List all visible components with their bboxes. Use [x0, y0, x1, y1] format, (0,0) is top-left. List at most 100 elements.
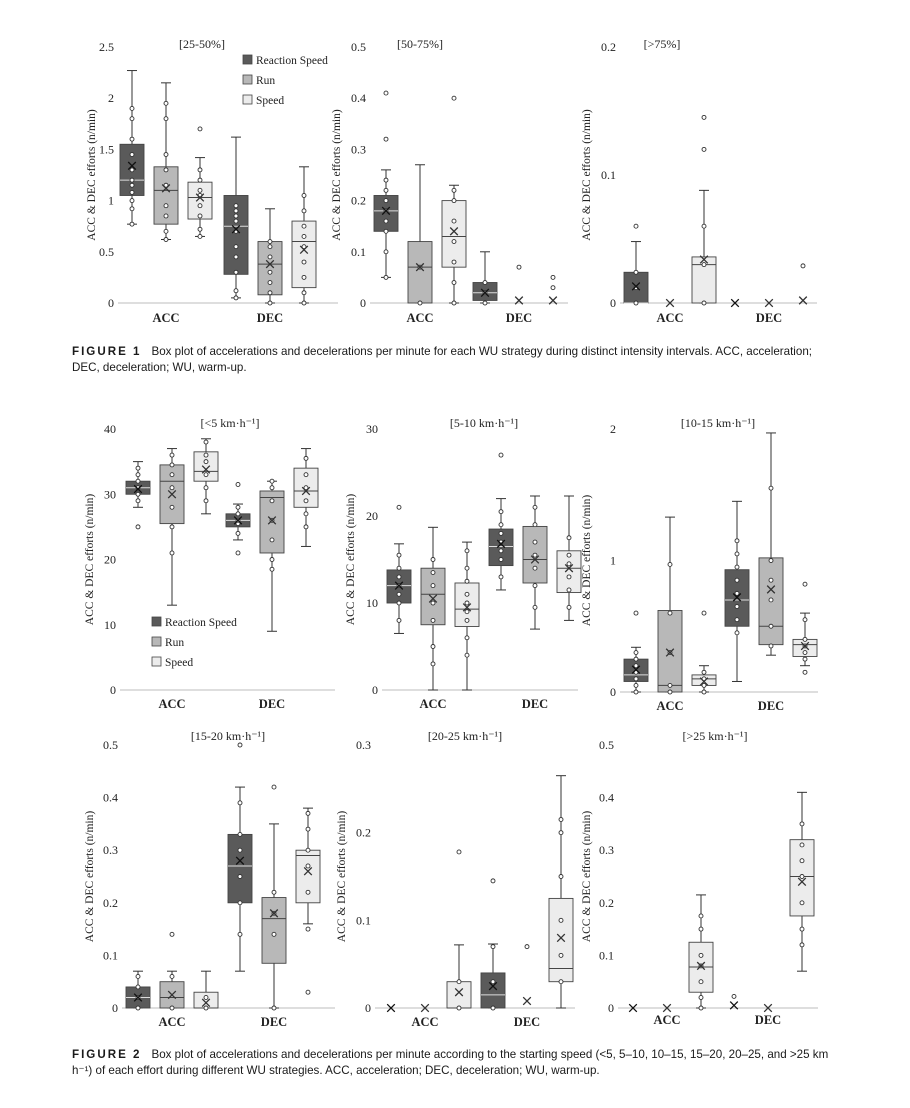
data-point: [558, 917, 564, 923]
data-point: [203, 472, 209, 478]
data-point: [383, 187, 389, 193]
data-point: [451, 198, 457, 204]
y-axis-label: ACC & DEC efforts (n/min): [336, 811, 348, 943]
box-body: [257, 241, 283, 296]
data-point: [464, 652, 470, 658]
box-run-dec: [764, 298, 774, 308]
data-point: [451, 280, 457, 285]
y-tick-label: 0.5: [103, 738, 118, 752]
data-point: [163, 100, 169, 106]
data-point: [490, 1005, 496, 1011]
data-point: [667, 689, 673, 695]
data-point: [667, 561, 673, 567]
data-point: [558, 817, 564, 822]
data-point: [802, 669, 808, 675]
data-point: [169, 973, 175, 979]
data-point: [383, 198, 389, 204]
data-point: [464, 578, 470, 584]
mean-marker: [127, 161, 137, 171]
y-tick-label: 0.2: [103, 896, 118, 910]
data-point: [451, 218, 457, 224]
chart-panel-8: 0 0.1 0.2 0.3 ACC & DEC efforts (n/min) [20-2…: [336, 729, 575, 1029]
data-point: [267, 254, 273, 260]
data-point: [303, 498, 309, 504]
data-point: [498, 452, 504, 458]
category-label: ACC: [653, 1013, 680, 1027]
data-point: [701, 146, 707, 152]
mean-marker: [303, 866, 313, 876]
data-point: [396, 600, 402, 606]
data-point: [558, 830, 564, 836]
y-tick-label: 2: [108, 91, 114, 105]
data-point: [301, 259, 307, 265]
y-tick-label: 0: [372, 683, 378, 697]
category-label: DEC: [257, 311, 283, 325]
y-tick-label: 20: [104, 553, 116, 567]
data-point: [417, 300, 423, 306]
box-body: [441, 200, 467, 268]
data-point: [451, 95, 457, 101]
y-tick-label: 0.2: [356, 826, 371, 840]
mean-marker: [514, 296, 524, 305]
box-reaction-speed-acc: [125, 461, 151, 530]
panel-title: [>25 km·h⁻¹]: [682, 729, 747, 743]
data-point: [451, 239, 457, 245]
data-point: [163, 237, 169, 242]
data-point: [237, 800, 243, 806]
mean-marker: [797, 877, 807, 887]
y-tick-label: 0.3: [599, 843, 614, 857]
data-point: [490, 878, 496, 884]
box-reaction-speed-dec: [472, 251, 498, 306]
data-point: [135, 491, 141, 497]
mean-marker: [233, 516, 243, 525]
category-label: ACC: [419, 697, 446, 711]
data-point: [169, 524, 175, 530]
data-point: [799, 858, 805, 864]
data-point: [169, 931, 175, 937]
data-point: [135, 1005, 141, 1011]
category-label: DEC: [259, 697, 285, 711]
y-axis-label: ACC & DEC efforts (n/min): [581, 811, 593, 943]
mean-marker: [161, 184, 171, 193]
data-point: [197, 126, 203, 132]
data-point: [135, 465, 141, 471]
box-speed-dec: [798, 263, 808, 305]
chart-panel-5: 0 10 20 30 ACC & DEC efforts (n/min) [5-10 km…: [345, 416, 582, 711]
data-point: [135, 973, 141, 979]
category-label: DEC: [755, 1013, 781, 1027]
data-point: [237, 874, 243, 879]
box-run-acc: [665, 298, 675, 308]
data-point: [532, 539, 538, 545]
data-point: [498, 548, 504, 554]
y-tick-label: 0.4: [351, 91, 366, 105]
data-point: [396, 617, 402, 623]
data-point: [301, 244, 307, 250]
data-point: [633, 682, 639, 688]
mean-marker: [530, 555, 540, 564]
box-reaction-speed-acc: [119, 70, 145, 227]
box-speed-dec: [556, 495, 582, 621]
mean-marker: [766, 585, 776, 594]
mean-marker: [301, 486, 311, 496]
data-point: [524, 944, 530, 950]
box-run-acc: [159, 931, 185, 1011]
data-point: [698, 1005, 704, 1011]
y-axis-label: ACC & DEC efforts (n/min): [581, 495, 593, 627]
data-point: [233, 218, 239, 224]
data-point: [734, 630, 740, 636]
legend-swatch: [242, 94, 253, 105]
mean-marker: [201, 998, 211, 1007]
y-tick-label: 0.3: [103, 843, 118, 857]
y-tick-label: 0: [610, 685, 616, 699]
data-point: [768, 643, 774, 649]
data-point: [169, 550, 175, 556]
figure-1-label: FIGURE 1: [72, 345, 142, 358]
data-point: [169, 485, 175, 491]
data-point: [203, 485, 209, 491]
box-reaction-speed-acc: [623, 610, 649, 695]
data-point: [734, 538, 740, 544]
chart-panel-9: 0 0.1 0.2 0.3 0.4 0.5 ACC & DEC efforts (n/min…: [581, 729, 818, 1027]
box-run-dec: [261, 784, 287, 1011]
box-reaction-speed-dec: [730, 298, 740, 308]
